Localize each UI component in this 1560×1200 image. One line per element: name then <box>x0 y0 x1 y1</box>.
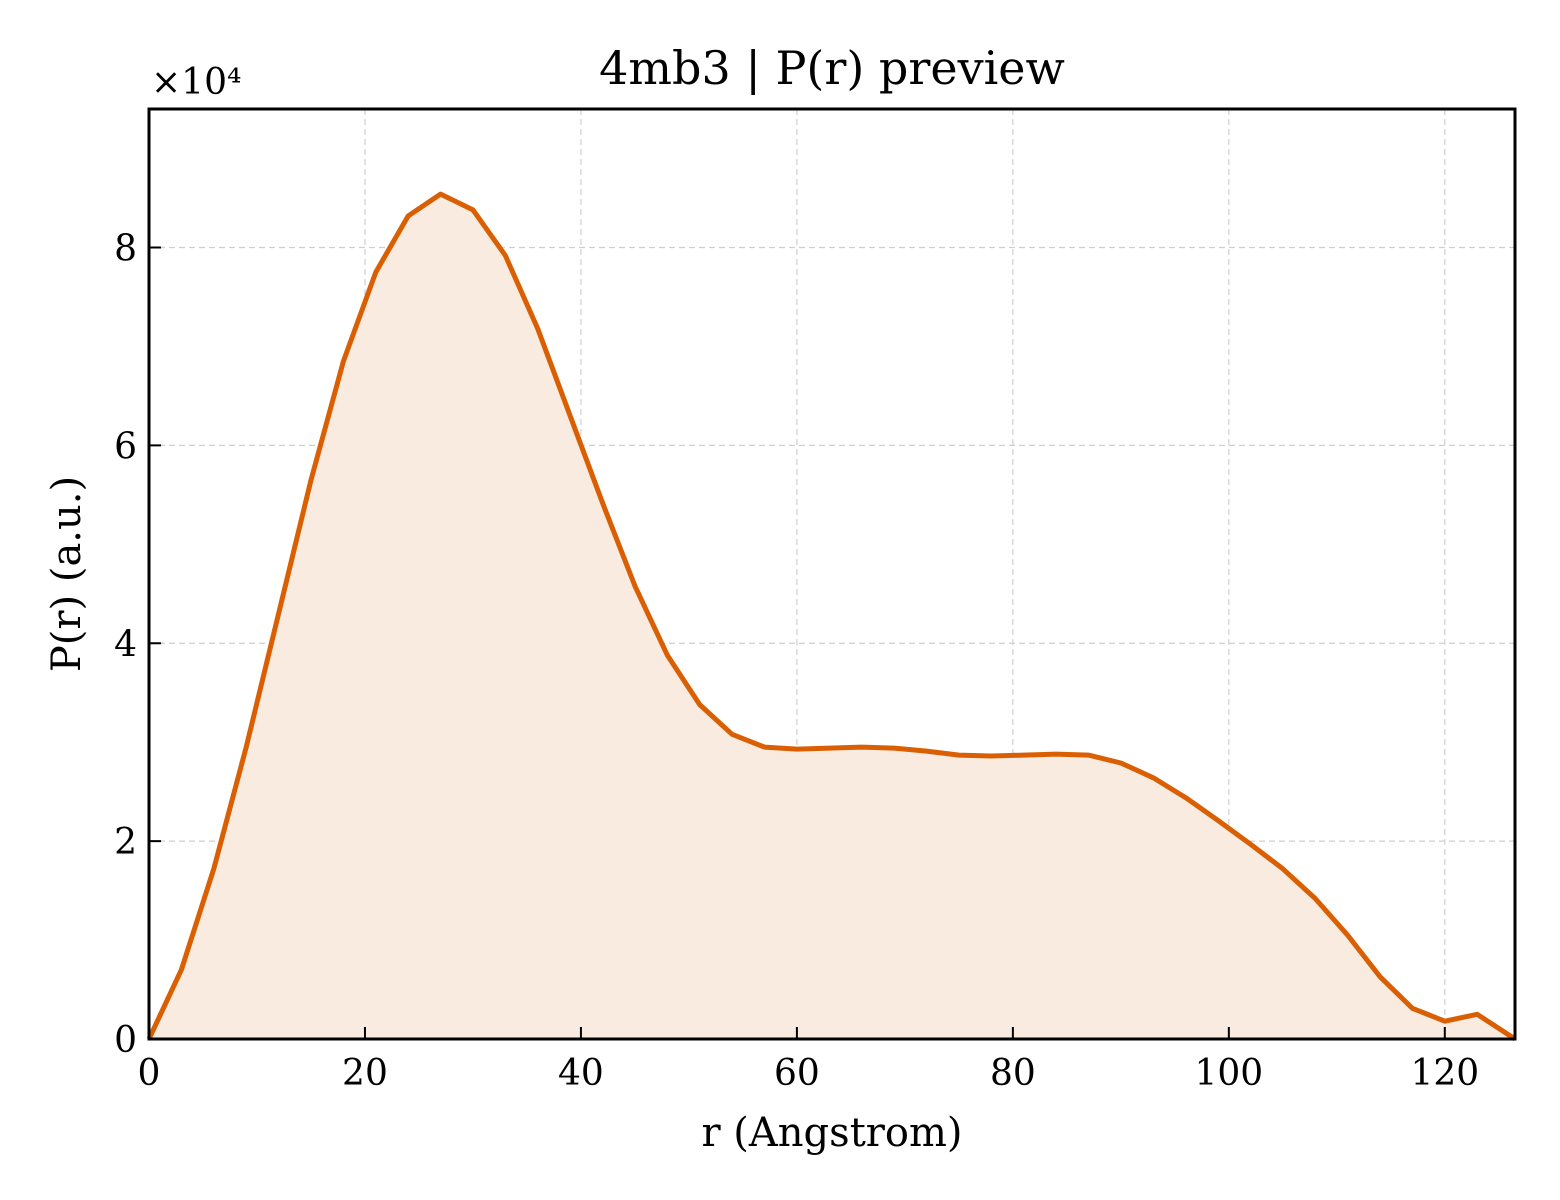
pr-area-fill <box>149 194 1515 1040</box>
y-tick-label-3: 6 <box>114 426 137 467</box>
x-tick-label-1: 20 <box>342 1053 388 1094</box>
x-tick-label-3: 60 <box>774 1053 820 1094</box>
plot-frame <box>147 107 1517 1041</box>
y-tick-label-4: 8 <box>114 229 137 270</box>
y-offset-label: ×10⁴ <box>151 62 241 103</box>
y-axis-label: P(r) (a.u.) <box>44 476 90 672</box>
x-tick-label-4: 80 <box>990 1053 1036 1094</box>
x-tick-label-6: 120 <box>1410 1053 1479 1094</box>
axis-ticks: 0 20 40 60 80 100 120 0 2 4 6 8 <box>114 229 1479 1094</box>
y-tick-label-1: 2 <box>114 822 137 863</box>
x-tick-label-2: 40 <box>558 1053 604 1094</box>
x-tick-label-5: 100 <box>1194 1053 1263 1094</box>
y-tick-label-0: 0 <box>114 1020 137 1061</box>
pr-series-line <box>146 191 1517 1042</box>
y-tick-label-2: 4 <box>114 624 137 665</box>
x-tick-label-0: 0 <box>138 1053 161 1094</box>
x-axis-label: r (Angstrom) <box>701 1110 962 1156</box>
chart-title: 4mb3 | P(r) preview <box>599 41 1065 95</box>
